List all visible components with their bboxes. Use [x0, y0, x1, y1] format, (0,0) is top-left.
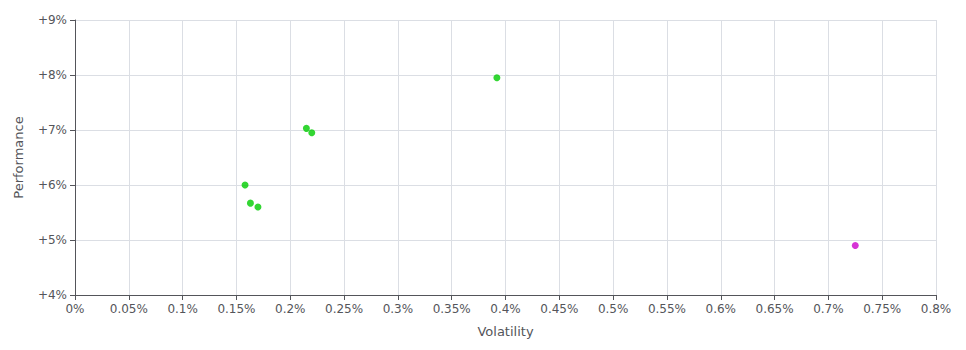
svg-text:0.8%: 0.8%	[921, 302, 952, 316]
svg-text:0.5%: 0.5%	[598, 302, 629, 316]
svg-text:0.4%: 0.4%	[490, 302, 521, 316]
svg-text:+6%: +6%	[38, 178, 67, 192]
svg-text:0.55%: 0.55%	[648, 302, 686, 316]
svg-text:0.35%: 0.35%	[433, 302, 471, 316]
svg-text:0.7%: 0.7%	[813, 302, 844, 316]
svg-text:0.45%: 0.45%	[540, 302, 578, 316]
svg-text:+4%: +4%	[38, 288, 67, 302]
svg-text:0.05%: 0.05%	[110, 302, 148, 316]
svg-text:0.2%: 0.2%	[275, 302, 306, 316]
svg-text:+5%: +5%	[38, 233, 67, 247]
svg-text:0.65%: 0.65%	[756, 302, 794, 316]
svg-text:0.3%: 0.3%	[383, 302, 414, 316]
svg-text:Performance: Performance	[11, 116, 26, 198]
svg-text:Volatility: Volatility	[477, 324, 533, 339]
svg-text:+9%: +9%	[38, 13, 67, 27]
svg-text:0.25%: 0.25%	[325, 302, 363, 316]
svg-text:0.6%: 0.6%	[706, 302, 737, 316]
svg-text:+7%: +7%	[38, 123, 67, 137]
svg-text:0.75%: 0.75%	[863, 302, 901, 316]
svg-text:+8%: +8%	[38, 68, 67, 82]
svg-text:0%: 0%	[65, 302, 84, 316]
svg-text:0.15%: 0.15%	[217, 302, 255, 316]
svg-text:0.1%: 0.1%	[167, 302, 198, 316]
